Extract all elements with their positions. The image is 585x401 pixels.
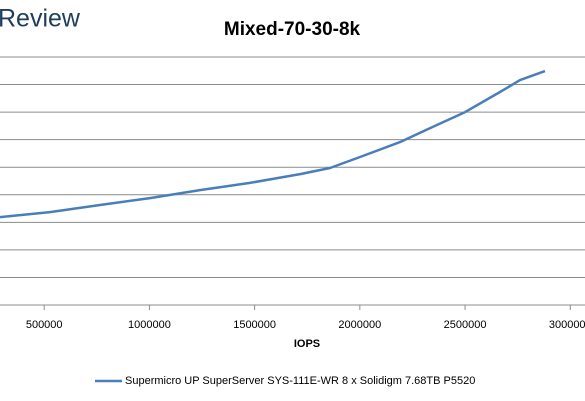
brand-logo: Review bbox=[0, 5, 81, 33]
x-tick-label: 3000000 bbox=[549, 319, 585, 331]
x-tick-label: 2000000 bbox=[338, 319, 381, 331]
x-tick-label: 1500000 bbox=[233, 319, 276, 331]
data-line bbox=[0, 69, 546, 219]
x-tick-label: 1000000 bbox=[128, 319, 171, 331]
x-axis-label: IOPS bbox=[294, 338, 320, 350]
x-tick-label: 500000 bbox=[26, 319, 63, 331]
chart-title: Mixed-70-30-8k bbox=[224, 19, 361, 40]
x-tick-label: 2500000 bbox=[444, 319, 487, 331]
legend-label: Supermicro UP SuperServer SYS-111E-WR 8 … bbox=[125, 375, 475, 387]
